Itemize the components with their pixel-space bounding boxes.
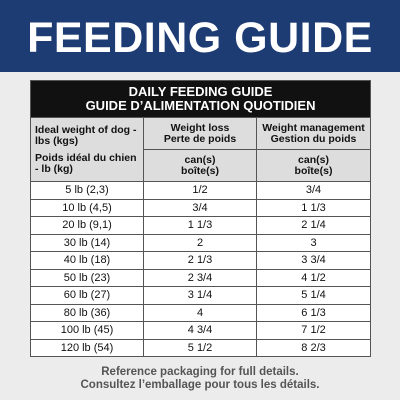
cell: 60 lb (27)	[30, 286, 144, 305]
data-row: 5 lb (2,3) 1/2 3/4	[30, 181, 372, 200]
header-line: Gestion du poids	[270, 132, 357, 145]
cell: 3/4	[255, 181, 372, 200]
title-row: DAILY FEEDING GUIDE GUIDE D’ALIMENTATION …	[29, 80, 372, 118]
cell: 4 1/2	[255, 268, 372, 287]
header-line: Ideal weight of dog - lbs (kgs)	[35, 123, 137, 147]
footer-line: Reference packaging for full details.	[101, 366, 299, 378]
data-row: 120 lb (54) 5 1/2 8 2/3	[30, 338, 372, 357]
unit-header: can(s) boîte(s)	[143, 149, 257, 182]
footer-line: Consultez l’emballage pour tous les déta…	[80, 379, 320, 391]
cell: 20 lb (9,1)	[30, 216, 144, 235]
unit-line: boîte(s)	[181, 164, 219, 177]
title-line: GUIDE D’ALIMENTATION QUOTIDIEN	[85, 98, 316, 113]
cell: 1/2	[143, 181, 257, 200]
table-title: DAILY FEEDING GUIDE GUIDE D’ALIMENTATION …	[29, 80, 372, 118]
cell: 4	[143, 303, 257, 322]
data-row: 40 lb (18) 2 1/3 3 3/4	[30, 251, 372, 270]
data-row: 20 lb (9,1) 1 1/3 2 1/4	[30, 216, 372, 235]
header-line: Poids idéal du chien - lb (kg)	[35, 151, 137, 175]
data-row: 100 lb (45) 4 3/4 7 1/2	[30, 321, 372, 340]
cell: 3 3/4	[255, 251, 372, 270]
unit-line: can(s)	[184, 153, 216, 166]
unit-line: boîte(s)	[294, 164, 333, 177]
column-header: Ideal weight of dog - lbs (kgs) Poids idé…	[30, 117, 144, 182]
data-row: 80 lb (36) 4 6 1/3	[30, 303, 372, 322]
cell: 3	[255, 233, 372, 252]
unit-row: can(s) boîte(s) can(s) boîte(s)	[31, 149, 372, 182]
cell: 40 lb (18)	[30, 251, 144, 270]
header-row: Ideal weight of dog - lbs (kgs) Poids idé…	[30, 117, 372, 182]
data-row: 50 lb (23) 2 3/4 4 1/2	[30, 268, 372, 287]
cell: 100 lb (45)	[30, 321, 144, 340]
cell: 5 1/2	[143, 338, 257, 357]
cell: 1 1/3	[143, 216, 257, 235]
header-line: Weight loss	[170, 121, 230, 134]
unit-line: can(s)	[298, 153, 329, 166]
column-header: Weight management Gestion du poids	[255, 117, 372, 150]
cell: 10 lb (4,5)	[30, 198, 144, 217]
cell: 5 1/4	[255, 286, 372, 305]
cell: 2 3/4	[143, 268, 257, 287]
cell: 7 1/2	[255, 321, 372, 340]
cell: 50 lb (23)	[30, 268, 144, 287]
footer: Reference packaging for full details. Con…	[0, 366, 400, 392]
cell: 1 1/3	[255, 198, 372, 217]
feeding-table: DAILY FEEDING GUIDE GUIDE D’ALIMENTATION …	[29, 80, 372, 357]
cell: 120 lb (54)	[30, 338, 144, 357]
unit-header: can(s) boîte(s)	[255, 149, 372, 182]
title-line: DAILY FEEDING GUIDE	[128, 84, 273, 99]
cell: 2	[143, 233, 257, 252]
cell: 30 lb (14)	[30, 233, 144, 252]
cell: 4 3/4	[143, 321, 257, 340]
data-row: 30 lb (14) 2 3	[30, 233, 372, 252]
cell: 8 2/3	[255, 338, 372, 357]
cell: 5 lb (2,3)	[30, 181, 144, 200]
header-line: Perte de poids	[163, 132, 237, 145]
column-header: Weight loss Perte de poids	[143, 117, 257, 150]
banner-title: FEEDING GUIDE	[0, 0, 400, 72]
header-line: Weight management	[262, 121, 365, 134]
cell: 3 1/4	[143, 286, 257, 305]
cell: 2 1/4	[255, 216, 372, 235]
cell: 6 1/3	[255, 303, 372, 322]
data-row: 60 lb (27) 3 1/4 5 1/4	[30, 286, 372, 305]
cell: 3/4	[143, 198, 257, 217]
cell: 80 lb (36)	[30, 303, 144, 322]
data-row: 10 lb (4,5) 3/4 1 1/3	[30, 198, 372, 217]
cell: 2 1/3	[143, 251, 257, 270]
